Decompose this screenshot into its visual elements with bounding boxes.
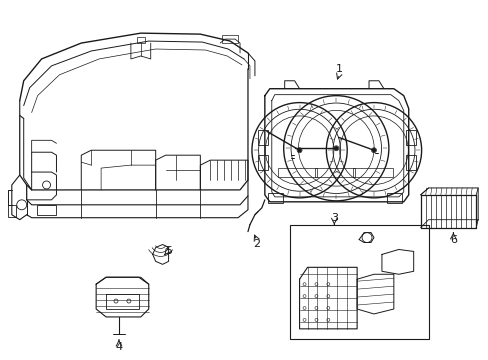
Text: 3: 3 [330, 213, 337, 223]
Bar [315, 168, 354, 177]
Bar [277, 168, 317, 177]
Bar [257, 130, 267, 145]
Bar [137, 37, 144, 43]
Circle shape [334, 147, 337, 150]
Text: 4: 4 [115, 342, 122, 352]
Text: 5: 5 [165, 247, 172, 256]
Bar [37, 205, 56, 215]
Bar [8, 205, 16, 217]
Bar [405, 155, 415, 170]
Bar [222, 35, 238, 43]
Circle shape [298, 149, 301, 152]
Bar [257, 155, 267, 170]
Bar [386, 193, 401, 203]
Bar [289, 225, 427, 339]
Circle shape [372, 149, 375, 152]
Text: 6: 6 [449, 234, 456, 244]
Text: 2: 2 [253, 239, 260, 249]
Bar [352, 168, 392, 177]
Bar [267, 193, 282, 203]
Bar [405, 130, 415, 145]
Text: 1: 1 [335, 64, 342, 74]
